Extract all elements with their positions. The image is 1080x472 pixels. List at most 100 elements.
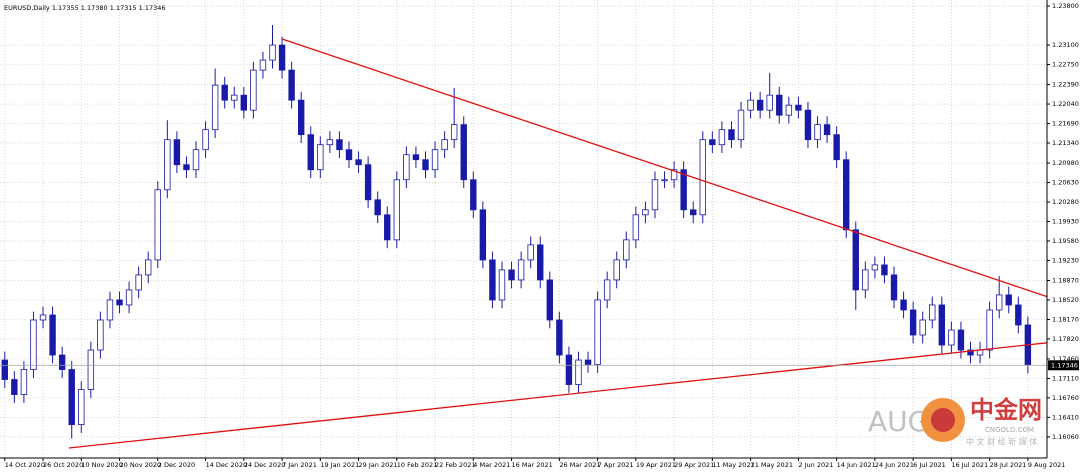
candle-body (116, 299, 123, 306)
candle-body (30, 319, 37, 370)
candle-body (192, 149, 200, 171)
candle-body (766, 94, 773, 111)
candle-body (565, 354, 573, 385)
y-tick-label: 1.18870 (1052, 276, 1079, 284)
watermark: AUG 中金网 CNGOLD.COM 中 文 财 经 新 媒 体 (868, 396, 1042, 447)
y-tick-label: 1.22390 (1052, 81, 1079, 89)
candle-body (393, 179, 401, 241)
candle-body (135, 274, 142, 291)
candle-body (795, 104, 802, 111)
candle-body (852, 229, 859, 291)
candle-body (278, 44, 286, 71)
candle-body (68, 369, 75, 426)
candle-body (737, 109, 745, 141)
candle-body (709, 139, 716, 146)
candle-body (881, 264, 888, 276)
candle-body (651, 179, 659, 211)
candle-body (995, 294, 1003, 311)
candle-body (240, 94, 248, 111)
candle-body (20, 369, 28, 395)
y-tick-label: 1.16410 (1052, 413, 1079, 421)
y-tick-label: 1.22750 (1052, 61, 1079, 69)
candle-body (479, 209, 487, 261)
x-tick-label: 26 Mar 2021 (559, 461, 600, 469)
y-tick-label: 1.17110 (1052, 374, 1079, 382)
watermark-logo-inner (931, 408, 955, 432)
x-tick-label: 16 Jul 2021 (951, 461, 988, 469)
candle-body (489, 259, 496, 301)
candle-body (967, 349, 974, 356)
candle-body (412, 154, 420, 161)
candle-body (517, 259, 525, 281)
x-tick-label: 24 Dec 2020 (244, 461, 286, 469)
candle-body (909, 309, 917, 336)
x-tick-label: 11 May 2021 (712, 461, 754, 469)
candle-body (317, 144, 324, 171)
candle-body (871, 264, 879, 271)
candle-body (1, 359, 8, 380)
candle-body (307, 134, 314, 171)
candle-body (384, 214, 391, 241)
candle-body (632, 214, 640, 241)
candle-body (202, 129, 209, 151)
plot (0, 25, 1048, 449)
y-tick-label: 1.21690 (1052, 120, 1079, 128)
candle-body (776, 94, 783, 116)
watermark-brand: 中金网 (970, 396, 1042, 424)
candle-body (1015, 304, 1022, 326)
candle-body (747, 99, 754, 111)
candle-body (670, 169, 678, 181)
candle-body (537, 244, 544, 281)
chart-title: EURUSD,Daily 1.17355 1.17380 1.17315 1.1… (4, 4, 166, 12)
candle-body (699, 139, 706, 216)
y-tick-label: 1.23800 (1052, 2, 1079, 10)
candle-body (890, 274, 898, 301)
candle-body (39, 314, 47, 321)
candle-body (603, 279, 611, 301)
candle-body (584, 359, 592, 365)
candle-body (145, 259, 152, 276)
x-tick-label: 2 Jun 2021 (798, 461, 833, 469)
candle-body (269, 44, 276, 61)
x-tick-label: 22 Feb 2021 (435, 461, 475, 469)
x-tick-label: 9 Aug 2021 (1028, 461, 1066, 469)
y-tick-label: 1.18170 (1052, 315, 1079, 323)
candle-body (78, 389, 85, 426)
x-tick-label: 26 Oct 2020 (43, 461, 83, 469)
candle-body (508, 269, 515, 281)
candle-body (431, 149, 439, 171)
watermark-tagline: 中 文 财 经 新 媒 体 (966, 437, 1037, 447)
x-tick-label: 19 Apr 2021 (636, 461, 676, 469)
y-tick-label: 1.16060 (1052, 433, 1079, 441)
candle-body (986, 309, 993, 351)
candle-body (183, 164, 190, 171)
y-tick-label: 1.16760 (1052, 394, 1079, 402)
candle-body (326, 139, 334, 146)
y-tick-label: 1.20280 (1052, 198, 1079, 206)
candle-body (231, 94, 238, 101)
x-tick-label: 10 Nov 2020 (81, 461, 123, 469)
x-tick-label: 16 Mar 2021 (512, 461, 553, 469)
grid (0, 0, 1047, 458)
trendline (68, 342, 1048, 449)
candle-body (929, 304, 936, 321)
y-tick-label: 1.22040 (1052, 100, 1079, 108)
candle-body (613, 259, 620, 281)
price-label: 1.17346 (1051, 361, 1078, 369)
candle-body (938, 304, 946, 346)
x-tick-label: 2 Dec 2020 (158, 461, 195, 469)
y-tick-label: 1.20630 (1052, 179, 1079, 187)
candle-body (661, 179, 668, 182)
candle-body (919, 319, 926, 336)
candle-body (259, 59, 267, 71)
x-tick-label: 6 Jul 2021 (913, 461, 946, 469)
candle-body (221, 84, 228, 101)
x-tick-label: 19 Jan 2021 (320, 461, 359, 469)
x-tick-label: 7 Jan 2021 (282, 461, 317, 469)
candle-body (250, 69, 257, 111)
candle-body (336, 139, 343, 151)
candle-body (546, 279, 553, 321)
candle-body (957, 329, 965, 351)
candle-body (374, 199, 381, 216)
candle-body (498, 269, 506, 301)
